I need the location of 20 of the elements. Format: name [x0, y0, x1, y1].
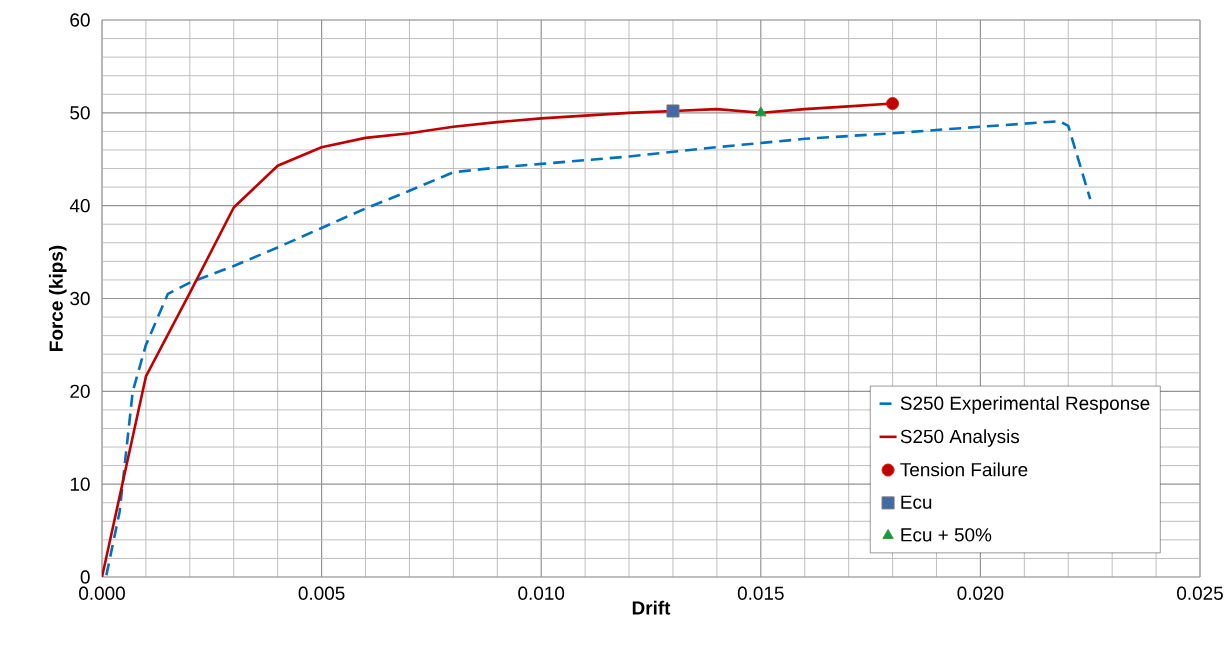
- y-tick-label: 50: [70, 106, 90, 120]
- y-tick-label: 20: [70, 384, 90, 399]
- x-tick-label: 0.025: [1177, 586, 1223, 600]
- y-tick-label: 0: [80, 570, 90, 584]
- x-tick-label: 0.005: [298, 586, 345, 600]
- x-tick-label: 0.000: [79, 586, 125, 600]
- x-tick-label: 0.015: [737, 586, 784, 600]
- x-tick-label: 0.020: [957, 586, 1004, 600]
- y-tick-label: 60: [70, 13, 90, 27]
- y-tick-label: 10: [70, 477, 90, 491]
- legend-label: Ecu: [901, 495, 932, 509]
- legend-label: Tension Failure: [900, 462, 1028, 477]
- legend-label: S250 Experimental Response: [900, 396, 1150, 414]
- legend-label: S250 Analysis: [900, 429, 1020, 447]
- x-tick-label: 0.010: [518, 586, 565, 600]
- y-axis-title: Force (kips): [48, 245, 67, 351]
- y-tick-label: 30: [70, 291, 90, 306]
- x-axis-title: Drift: [632, 600, 671, 615]
- legend-label: Ecu + 50%: [901, 528, 992, 542]
- y-tick-label: 40: [69, 198, 90, 213]
